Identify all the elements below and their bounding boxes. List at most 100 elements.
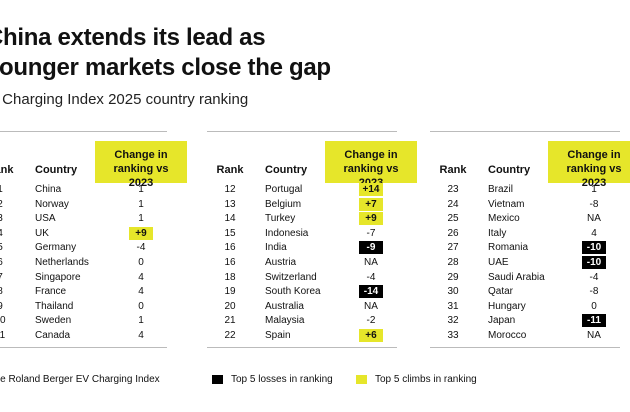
change: -7 <box>366 227 376 239</box>
column-header: Rank <box>439 164 467 176</box>
country: Morocco <box>488 330 527 341</box>
change: 0 <box>591 300 597 312</box>
change: -9 <box>366 242 376 254</box>
change-highlight <box>359 183 383 196</box>
change: +9 <box>365 213 377 225</box>
header-highlight <box>325 141 417 183</box>
change: 4 <box>138 271 144 283</box>
rank: 26 <box>447 227 459 239</box>
country: Saudi Arabia <box>488 271 545 283</box>
change: +6 <box>365 330 377 341</box>
country: Thailand <box>35 300 74 312</box>
country: Belgium <box>265 198 302 210</box>
rank: 33 <box>447 330 459 341</box>
title: younger markets close the gap <box>0 54 331 81</box>
change-highlight <box>359 285 383 299</box>
change: 1 <box>138 184 144 195</box>
legend-swatch <box>356 375 367 384</box>
rank: 15 <box>224 227 236 239</box>
change: +7 <box>365 198 377 210</box>
change: 0 <box>138 257 144 268</box>
rank: 14 <box>224 213 236 225</box>
rank: 22 <box>224 330 236 341</box>
country: France <box>35 286 67 298</box>
change: -10 <box>586 257 602 268</box>
rank: 25 <box>447 213 459 225</box>
change-highlight <box>582 314 606 328</box>
change: 1 <box>138 315 144 327</box>
rank: 32 <box>447 315 459 327</box>
change: -4 <box>136 242 146 254</box>
country: Brazil <box>488 184 514 195</box>
column-header: Country <box>265 164 308 176</box>
rank: 23 <box>447 184 459 195</box>
change-highlight <box>359 329 383 342</box>
rank: 27 <box>447 242 459 254</box>
header-highlight <box>95 141 187 183</box>
subtitle: EV Charging Index 2025 country ranking <box>0 91 249 108</box>
country: Romania <box>488 242 529 254</box>
divider <box>207 347 397 348</box>
change: +14 <box>362 184 380 195</box>
rank: 21 <box>224 315 236 327</box>
rank: 31 <box>447 300 459 312</box>
change: 0 <box>138 300 144 312</box>
divider <box>0 347 167 348</box>
rank: 16 <box>224 242 236 254</box>
country: Mexico <box>488 213 520 225</box>
change: NA <box>364 257 378 268</box>
country: India <box>265 242 287 254</box>
rank: 10 <box>0 315 6 327</box>
divider <box>430 347 620 348</box>
rank: 5 <box>0 242 15 254</box>
rank: 29 <box>447 271 459 283</box>
rank: 30 <box>447 286 459 298</box>
country: Netherlands <box>35 257 89 268</box>
change: +9 <box>135 227 147 239</box>
column-header: Change in ranking vs 2023 <box>113 149 169 189</box>
divider <box>207 131 397 132</box>
country: Japan <box>488 315 516 327</box>
change-highlight <box>359 197 383 211</box>
change: NA <box>364 300 378 312</box>
change: 4 <box>138 286 144 298</box>
rank: 7 <box>0 272 15 284</box>
column-header: Rank <box>216 164 244 176</box>
change: -2 <box>366 315 376 327</box>
divider <box>0 131 167 132</box>
country: Italy <box>488 227 507 239</box>
country: Switzerland <box>265 271 317 283</box>
change: -4 <box>589 271 599 283</box>
legend-label: Top 5 losses in ranking <box>231 374 333 385</box>
rank: 12 <box>224 184 236 195</box>
rank: 9 <box>0 301 15 313</box>
column-header: Country <box>488 164 531 176</box>
change: -4 <box>366 271 376 283</box>
rank: 16 <box>224 257 236 268</box>
change: -11 <box>587 315 601 327</box>
country: Hungary <box>488 300 526 312</box>
change-highlight <box>359 212 383 226</box>
rank: 3 <box>0 213 15 225</box>
country: UAE <box>488 257 509 268</box>
change: 1 <box>138 213 144 225</box>
change: NA <box>587 330 601 341</box>
rank: 28 <box>447 257 459 268</box>
rank: 24 <box>447 198 459 210</box>
rank: 11 <box>0 330 6 341</box>
rank: 19 <box>224 286 236 298</box>
column-header: Change in ranking vs 2023 <box>566 149 622 189</box>
change-highlight <box>129 226 153 240</box>
title: China extends its lead as <box>0 24 266 51</box>
country: Malaysia <box>265 315 305 327</box>
rank: 8 <box>0 286 15 298</box>
country: Norway <box>35 198 69 210</box>
change: 4 <box>591 227 597 239</box>
rank: 6 <box>0 257 15 269</box>
divider <box>430 131 620 132</box>
country: Australia <box>265 300 304 312</box>
rank: 18 <box>224 271 236 283</box>
country: Portugal <box>265 184 303 195</box>
column-header: Country <box>35 164 78 176</box>
country: Turkey <box>265 213 296 225</box>
